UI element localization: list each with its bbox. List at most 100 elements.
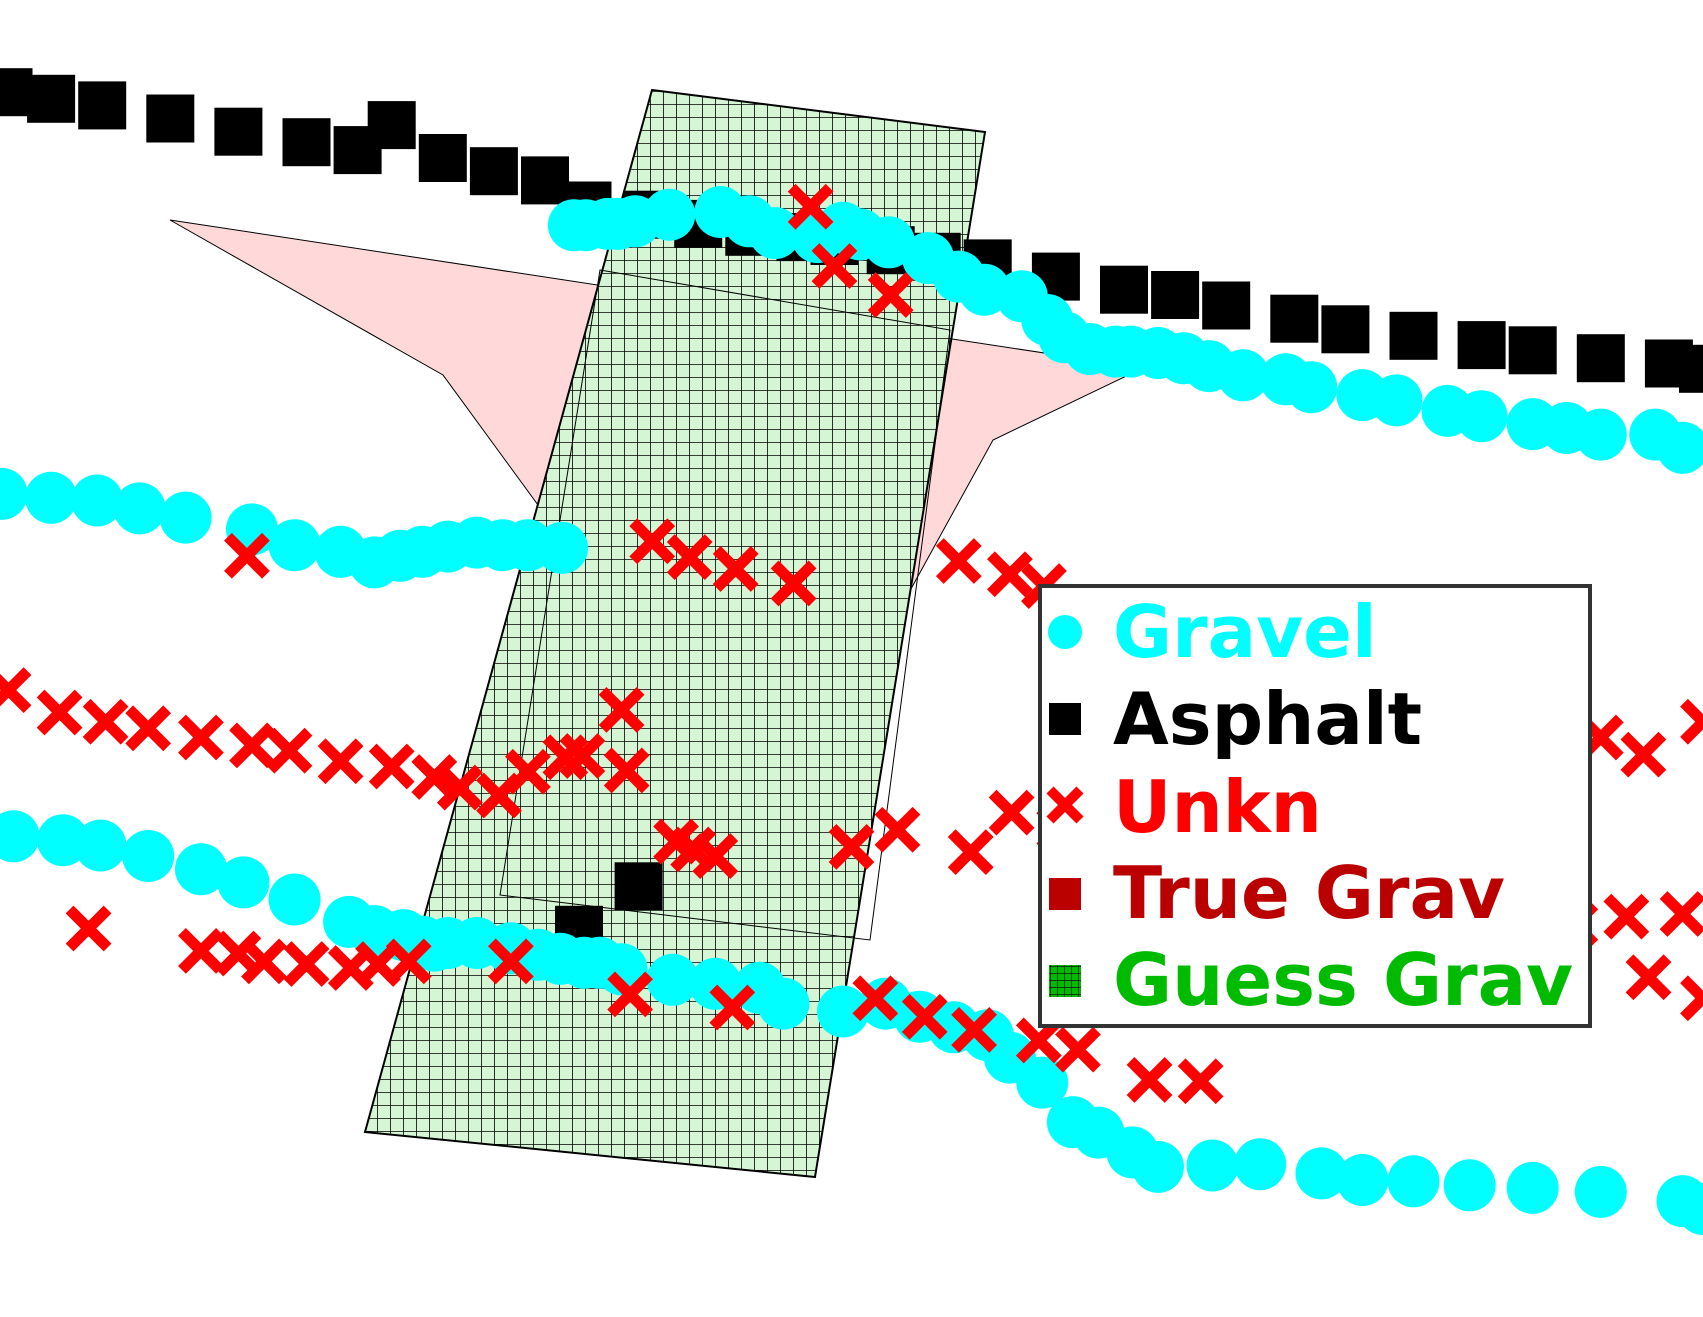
legend-true-grav-label: True Grav [1113,851,1505,935]
unkn-point-31 [368,743,415,790]
gravel-point-52 [1656,421,1703,474]
gravel-point-3 [113,482,166,535]
unkn-point-58 [1659,891,1703,937]
unkn-point-28 [229,722,275,769]
unkn-point-62 [241,938,287,985]
asphalt-point-31 [1679,344,1703,393]
gravel-point-45 [1370,374,1423,427]
unkn-point-4 [770,560,817,607]
gravel-point-97 [1677,1183,1703,1235]
unkn-point-6 [811,243,858,289]
unkn-point-35 [505,748,551,795]
unkn-point-38 [598,686,645,733]
unkn-point-1 [629,518,676,565]
gravel-point-93 [1443,1159,1496,1212]
asphalt-point-4 [214,107,263,156]
unkn-point-75 [1126,1057,1173,1103]
asphalt-point-32 [614,862,663,911]
unkn-point-26 [125,705,172,752]
gravel-point-90 [1295,1147,1348,1200]
gravel-point-15 [536,521,588,574]
unkn-point-45 [947,829,994,875]
unkn-point-39 [603,747,650,794]
gravel-point-91 [1336,1154,1389,1206]
gravel-point-88 [1186,1139,1239,1192]
gravel-point-87 [1132,1140,1184,1193]
legend-true-grav-marker [1049,878,1081,910]
unkn-point-43 [828,823,875,870]
series-layer [0,68,1703,1235]
unkn-point-30 [317,738,364,785]
unkn-point-42 [692,833,739,879]
asphalt-point-1 [27,74,76,123]
unkn-point-23 [0,667,32,713]
legend-gravel-marker [1048,615,1082,649]
gravel-point-0 [0,467,28,520]
legend-unkn-marker [1046,786,1084,824]
unkn-point-24 [36,689,83,736]
gravel-point-24 [748,207,801,260]
legend: Gravel Asphalt Unkn True Grav Guess Grav [1038,584,1592,1028]
unkn-point-3 [712,546,759,592]
gravel-point-53 [0,810,40,863]
unkn-point-27 [178,714,224,761]
legend-box [1038,584,1592,1028]
unkn-point-25 [82,698,129,745]
asphalt-point-28 [1508,326,1557,375]
legend-guess-grav-label: Guess Grav [1113,938,1573,1022]
asphalt-point-0 [0,68,33,117]
gravel-point-1 [25,471,78,524]
unkn-point-8 [935,538,982,584]
gravel-point-92 [1387,1155,1440,1208]
gravel-point-6 [268,519,321,572]
gravel-point-43 [1285,361,1338,414]
unkn-point-78 [1680,975,1703,1022]
asphalt-point-2 [78,81,127,130]
gravel-point-73 [646,953,699,1006]
unkn-point-70 [852,975,899,1022]
legend-gravel-label: Gravel [1113,590,1377,674]
unkn-point-59 [65,905,112,952]
unkn-point-66 [385,938,432,985]
guess-grav-inner-outline [499,269,951,941]
unkn-point-60 [178,927,224,974]
asphalt-point-7 [367,101,416,150]
gravel-point-58 [217,856,270,909]
unkn-point-29 [266,727,313,774]
unkn-point-2 [666,534,713,580]
unkn-point-77 [1625,954,1672,1001]
asphalt-point-24 [1270,294,1319,343]
gravel-point-47 [1455,390,1508,443]
unkn-point-44 [874,806,921,853]
unkn-point-46 [988,789,1035,836]
unkn-point-68 [607,971,653,1018]
unkn-point-33 [436,764,483,811]
gravel-point-28 [863,216,915,269]
gravel-point-4 [159,491,212,544]
asphalt-point-26 [1389,311,1438,360]
unkn-point-67 [488,938,534,985]
unkn-point-71 [901,993,948,1040]
gravel-point-77 [817,985,869,1038]
asphalt-point-3 [146,94,195,143]
legend-guess-grav-marker [1049,965,1081,997]
gravel-point-56 [122,830,175,882]
gravel-point-89 [1234,1138,1287,1191]
gravel-point-59 [268,873,321,926]
unkn-point-0 [224,532,270,579]
gravel-point-2 [71,474,124,527]
unkn-point-37 [559,733,606,779]
asphalt-point-27 [1457,321,1506,370]
gravel-point-76 [757,977,810,1030]
asphalt-point-5 [282,118,331,167]
unkn-point-57 [1603,893,1650,940]
gravel-point-95 [1574,1165,1627,1218]
asphalt-point-9 [469,147,518,196]
gravel-point-83 [1016,1056,1069,1109]
asphalt-point-22 [1151,271,1200,319]
legend-unkn-label: Unkn [1113,765,1322,849]
unkn-point-21 [1620,731,1667,778]
gravel-point-57 [175,843,227,896]
gravel-point-41 [1217,349,1270,402]
